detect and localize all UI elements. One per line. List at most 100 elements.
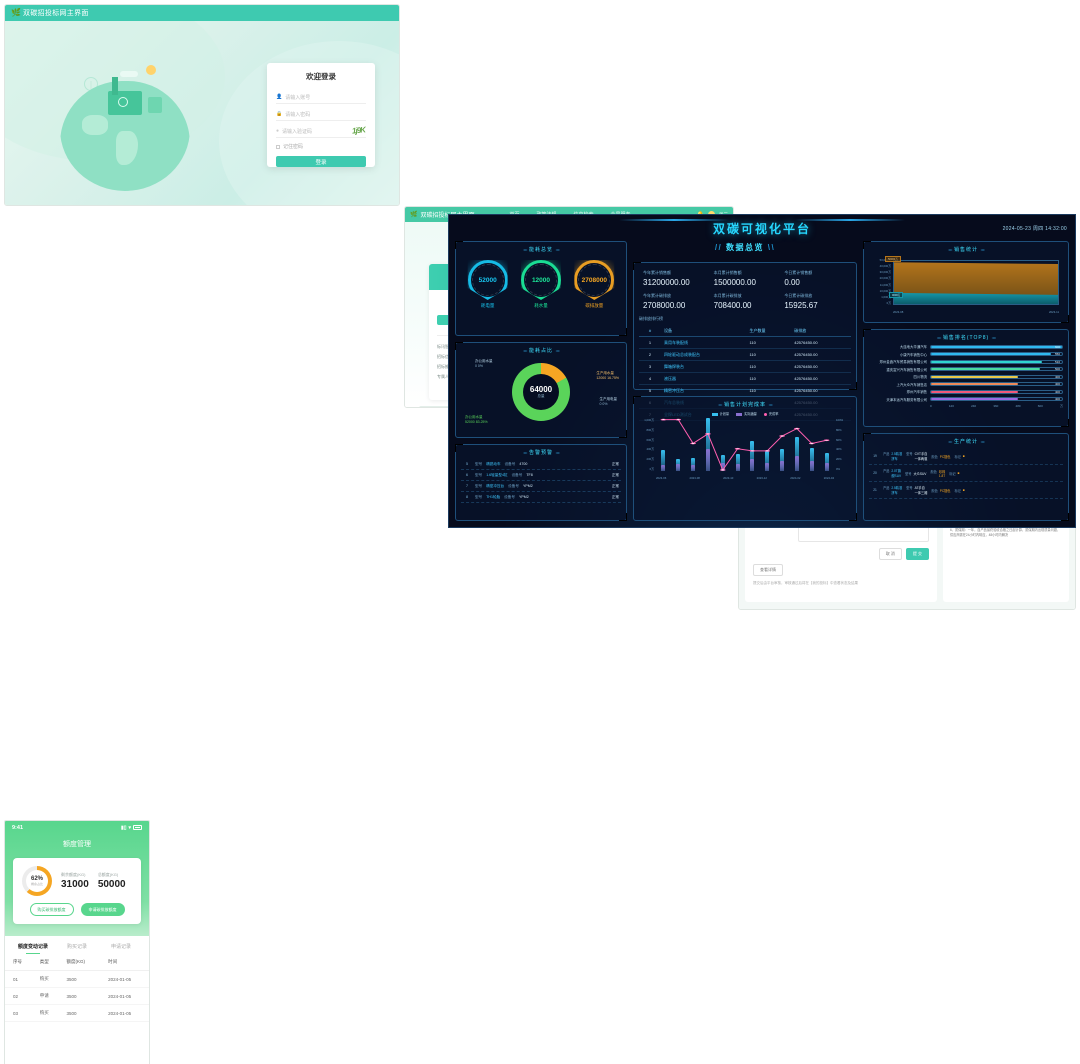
actual-bar	[691, 465, 696, 471]
account-field[interactable]: 👤 请输入账号	[276, 91, 366, 104]
tab-change-record[interactable]: 额度变动记录	[11, 943, 55, 954]
axis-tick: 600	[1037, 404, 1043, 408]
rank-bar-value: 510	[1054, 359, 1060, 364]
plan-bar	[780, 448, 785, 471]
checkbox-icon	[276, 144, 280, 149]
donut-label-office: 办公用水量 52000 83.25%	[465, 414, 488, 424]
donut-total: 64000	[529, 385, 553, 394]
rank-bar-track: 400	[930, 374, 1063, 379]
login-submit-button[interactable]: 登录	[276, 156, 366, 167]
credit-header: 9:41 ▮▯ ▾ 额度管理 62% 剩余占比 剩余额度(KG) 31000	[5, 821, 149, 936]
cancel-button[interactable]: 取 消	[878, 548, 902, 560]
alarm-value: 4700	[519, 462, 528, 466]
gauge-label: 碳排放量	[585, 303, 604, 308]
dashboard-title: 双碳可视化平台	[712, 222, 811, 236]
captcha-image[interactable]: 1j9K	[351, 125, 366, 136]
shield-icon: ●	[276, 128, 280, 134]
landmass-1	[82, 115, 108, 135]
leaf-logo-icon: 🌿	[410, 212, 418, 218]
remain-stat: 剩余额度(KG) 31000	[61, 872, 89, 890]
gauge-water: 12000 耗水量	[521, 260, 561, 309]
landmass-2	[116, 131, 138, 165]
rank-bar-fill	[931, 360, 1043, 363]
alarm-index: 8	[466, 495, 468, 499]
cell-amount: 3500	[58, 970, 101, 988]
actual-bar	[676, 464, 681, 471]
plan-bar	[661, 449, 666, 471]
view-detail-button[interactable]: 查看详情	[753, 564, 783, 576]
total-stat: 总额度(KG) 50000	[98, 872, 126, 890]
buy-credit-button[interactable]: 购买碳排放额度	[29, 903, 74, 916]
password-field[interactable]: 🔒 请输入密码	[276, 108, 366, 121]
status-time: 9:41	[12, 824, 24, 831]
slice-label: 办公用水量	[475, 359, 493, 363]
remember-password-checkbox[interactable]: 记住密码	[276, 143, 366, 150]
status-bar: 9:41 ▮▯ ▾	[5, 821, 149, 834]
kpi-label: 本月累计销售额	[713, 270, 742, 275]
kpi-label: 今年累计碳排放	[643, 293, 671, 298]
login-body: 欢迎登录 👤 请输入账号 🔒 请输入密码 ● 请输入验证码 1j9K 记住密码 …	[5, 21, 399, 205]
battery-icon	[133, 825, 142, 830]
tab-purchase-record[interactable]: 购买记录	[66, 944, 87, 950]
alarm-index: 6	[466, 473, 468, 477]
apply-credit-button[interactable]: 申请碳排放额度	[80, 903, 125, 916]
rank-bar-value: 550	[1054, 352, 1060, 356]
credit-page-title: 额度管理	[63, 841, 91, 848]
dashboard-header: 双碳可视化平台 2024-05-23 周四 14:32:00	[449, 215, 1075, 241]
rank-bar-label: 上汽大众汽车销售店	[896, 382, 927, 387]
total-label: 总额度(KG)	[97, 872, 119, 877]
dashboard-grid: ▸▸▸ 能耗总览 ◂◂◂ 52000 耗电量 12000 耗水量 2708000…	[455, 241, 1069, 521]
sun-icon	[146, 65, 156, 75]
alarm-key: 设备号	[511, 472, 523, 477]
cell-device: 乘用车装配线	[661, 336, 747, 349]
ring-caption: 剩余占比	[30, 882, 43, 886]
alarm-title: ▸▸▸ 告警预警 ◂◂◂	[523, 450, 560, 456]
donut-label-production-water: 生产用水量 12000 16.75%	[596, 371, 619, 381]
rank-title: ▸▸▸ 销售排名(TOP8) ◂◂◂	[937, 335, 995, 341]
gauge-group: 52000 耗电量 12000 耗水量 2708000 碳排放量	[461, 256, 621, 311]
actual-bar	[705, 448, 710, 471]
legend-rate: 完成率	[763, 411, 778, 416]
axis-tick: 360	[993, 404, 999, 408]
alarm-key: 型号	[475, 494, 483, 499]
table-row: 01 购买 3500 2024-01-05	[5, 970, 149, 988]
gauge-label: 耗水量	[534, 303, 548, 308]
rank-bar-track: 510	[930, 359, 1063, 364]
sales-rank-box: ▸▸▸ 销售排名(TOP8) ◂◂◂ 大连地大华通汽车 600 小康汽车销售中心 55…	[863, 329, 1069, 427]
login-header: 🌿 双碳招投标网主界面	[5, 5, 399, 21]
rank-bar-row: 天津本远汽车服务有限公司 400	[869, 397, 1063, 402]
title-text: 生产统计	[953, 439, 978, 445]
factory-chimney	[112, 77, 118, 95]
alarm-value: YPM2	[522, 484, 533, 488]
axis-tick: 0	[930, 404, 932, 408]
rank-bar-row: 郑州汽车销售 400	[869, 389, 1063, 394]
status-icons: ▮▯ ▾	[121, 825, 142, 831]
plan-bar	[705, 418, 710, 471]
completion-rate-line	[660, 418, 830, 471]
captcha-field[interactable]: ● 请输入验证码 1j9K	[276, 125, 366, 138]
table-row: 1 乘用车装配线 110 42576450.00	[639, 336, 851, 349]
axis-tick: 480	[1015, 404, 1021, 408]
plan-bar	[824, 452, 829, 471]
cell-device: 精密冲压台	[661, 384, 747, 397]
gauge-ring: 12000	[521, 260, 561, 300]
tab-apply-record[interactable]: 申请记录	[110, 944, 131, 950]
plan-bar	[794, 437, 799, 471]
alarm-status: 正常	[611, 483, 619, 488]
rank-bar-row: 小康汽车销售中心 550	[869, 352, 1063, 357]
plan-bar	[720, 455, 725, 471]
dashboard-datetime: 2024-05-23 周四 14:32:00	[1002, 226, 1067, 232]
cell-amount: 3500	[58, 987, 101, 1005]
submit-button[interactable]: 提 交	[905, 548, 929, 560]
title-text: 告警预警	[528, 450, 553, 456]
rank-bar-label: 郑州汽车销售	[906, 390, 927, 394]
rank-bar-label: 重庆富兴汽车销售有限公司	[886, 367, 927, 372]
alarm-status: 正常	[611, 494, 619, 499]
donut-label-production-power: 生产用电量 0 0%	[599, 397, 618, 407]
kpi-label: 今日累计碳排放	[784, 293, 813, 298]
axis-tick: 120	[948, 404, 954, 408]
gauge-value: 2708000	[581, 276, 607, 284]
cell-carbon: 42576450.00	[791, 348, 851, 361]
cloud-icon	[120, 71, 138, 77]
remain-label: 剩余额度(KG)	[61, 872, 86, 877]
